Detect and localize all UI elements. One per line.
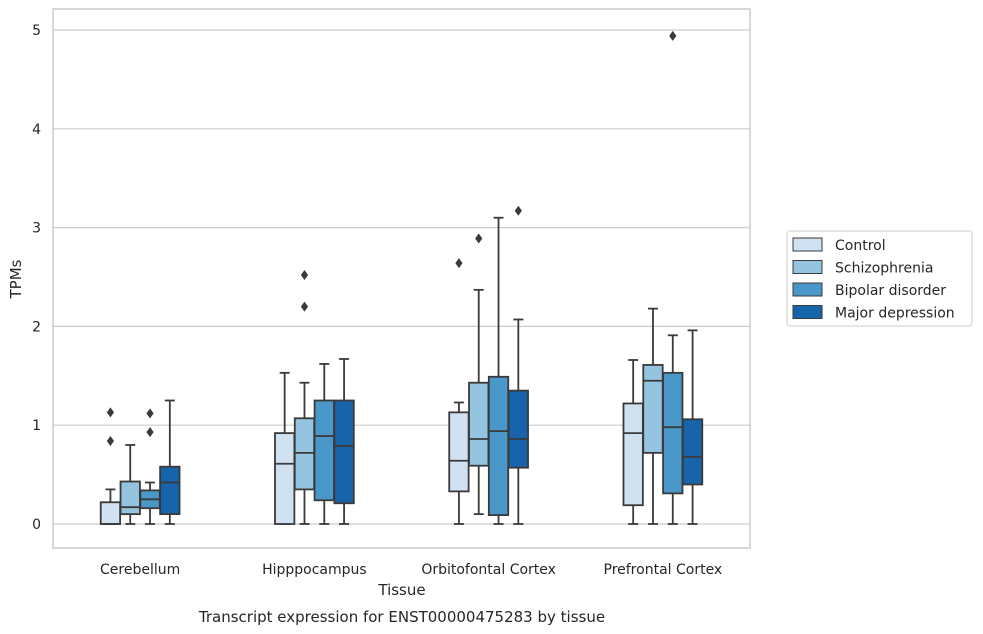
- y-tick-label-1: 1: [32, 418, 41, 434]
- x-tick-label-2: Orbitofontal Cortex: [421, 562, 556, 578]
- box-2-3: [507, 205, 529, 525]
- outlier-point-0: [106, 436, 115, 447]
- box-body: [293, 417, 316, 491]
- box-1-0: [274, 371, 296, 525]
- box-body: [507, 389, 529, 469]
- box-body: [159, 465, 181, 516]
- outlier-point-0: [514, 205, 522, 216]
- box-0-1: [119, 444, 141, 525]
- plot-frame: [52, 8, 751, 549]
- box-0-2: [139, 408, 161, 525]
- legend-swatch-3: [792, 305, 823, 319]
- legend-swatch-2: [792, 282, 823, 297]
- y-axis-label: TPMs: [7, 259, 25, 299]
- box-1-3: [333, 358, 355, 525]
- outlier-point-0: [475, 233, 483, 244]
- outlier-point-1: [146, 408, 154, 419]
- box-body: [333, 399, 355, 505]
- box-2-0: [448, 258, 470, 525]
- y-tick-label-3: 3: [32, 221, 41, 237]
- chart-caption: Transcript expression for ENST0000047528…: [198, 608, 605, 626]
- legend-frame: [786, 230, 973, 327]
- box-3-0: [622, 359, 644, 525]
- box-0-3: [159, 399, 181, 525]
- box-body: [642, 364, 664, 454]
- box-body: [662, 371, 684, 495]
- y-tick-label-2: 2: [32, 319, 41, 335]
- box-body: [313, 399, 335, 502]
- box-1-1: [293, 270, 316, 525]
- legend-label-0: Control: [835, 238, 886, 254]
- box-body: [487, 375, 510, 517]
- box-2-2: [487, 216, 510, 525]
- box-body: [468, 381, 490, 467]
- box-body: [99, 501, 122, 525]
- box-body: [681, 418, 704, 486]
- outlier-point-0: [300, 301, 309, 312]
- outlier-point-0: [146, 427, 154, 438]
- x-tick-label-1: Hipppocampus: [262, 562, 367, 578]
- box-body: [119, 480, 141, 516]
- box-3-1: [642, 307, 664, 525]
- outlier-point-0: [455, 258, 463, 269]
- x-axis-label: Tissue: [377, 581, 425, 599]
- legend: Control Schizophrenia Bipolar disorder Majo…: [786, 230, 973, 327]
- box-3-3: [681, 329, 704, 525]
- box-1-2: [313, 363, 335, 525]
- box-body: [622, 402, 644, 507]
- y-tick-label-5: 5: [32, 23, 41, 39]
- outlier-point-1: [300, 270, 309, 281]
- outlier-point-1: [106, 407, 115, 418]
- box-body: [274, 432, 296, 525]
- x-tick-label-3: Prefrontal Cortex: [604, 562, 723, 578]
- legend-swatch-1: [792, 260, 823, 274]
- x-tick-labels: Cerebellum Hipppocampus Orbitofontal Corte…: [100, 562, 722, 578]
- box-2-1: [468, 233, 490, 516]
- y-tick-label-0: 0: [32, 517, 41, 533]
- legend-label-3: Major depression: [835, 306, 955, 322]
- legend-label-2: Bipolar disorder: [835, 283, 946, 299]
- box-plot-boxes: [99, 30, 704, 525]
- x-tick-label-0: Cerebellum: [100, 562, 180, 578]
- y-tick-label-4: 4: [32, 122, 41, 138]
- box-body: [448, 411, 470, 493]
- box-3-2: [662, 30, 684, 525]
- outlier-point-0: [669, 30, 677, 41]
- legend-swatch-0: [792, 237, 823, 252]
- legend-label-1: Schizophrenia: [835, 261, 933, 277]
- y-tick-labels: 0 1 2 3 4 5: [32, 23, 41, 533]
